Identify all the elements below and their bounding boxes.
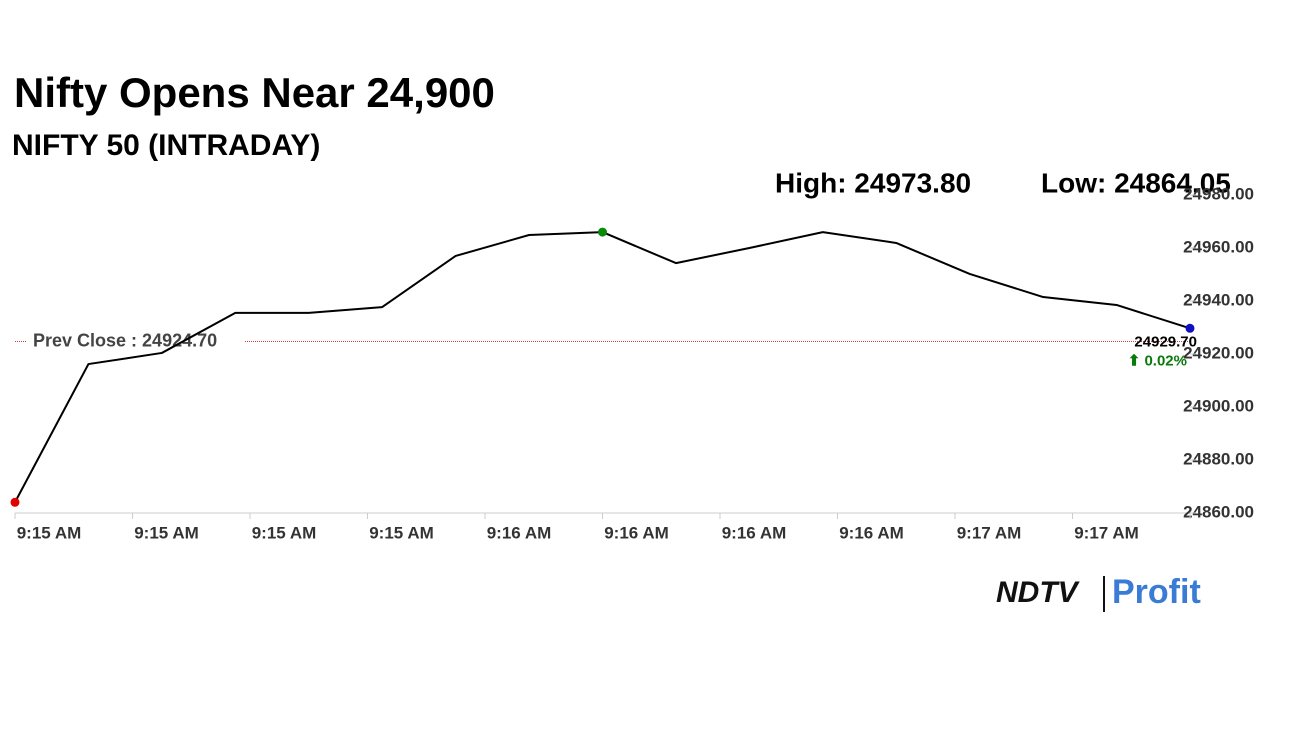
y-tick-label: 24940.00 xyxy=(1183,290,1254,309)
start-marker xyxy=(10,497,20,507)
last-price-label: 24929.70 xyxy=(1134,333,1197,350)
logo-ndtv: NDTV xyxy=(996,576,1081,609)
low-text: Low: 24864.05 xyxy=(1041,167,1231,198)
chart-title: Nifty Opens Near 24,900 xyxy=(14,69,495,116)
y-tick-label: 24860.00 xyxy=(1183,502,1254,521)
x-tick-label: 9:16 AM xyxy=(839,523,904,542)
x-tick-label: 9:16 AM xyxy=(604,523,669,542)
high-text: High: 24973.80 xyxy=(775,167,971,198)
x-tick-label: 9:15 AM xyxy=(17,523,82,542)
x-tick-label: 9:16 AM xyxy=(487,523,552,542)
y-tick-label: 24900.00 xyxy=(1183,396,1254,415)
x-tick-label: 9:15 AM xyxy=(252,523,317,542)
y-tick-label: 24960.00 xyxy=(1183,237,1254,256)
y-tick-label: 24880.00 xyxy=(1183,449,1254,468)
prev-close-label: Prev Close : 24924.70 xyxy=(33,330,217,350)
high-marker xyxy=(598,227,607,237)
x-tick-label: 9:17 AM xyxy=(957,523,1022,542)
x-tick-label: 9:15 AM xyxy=(134,523,199,542)
logo-profit: Profit xyxy=(1112,573,1201,611)
prev-close-label-bg xyxy=(26,329,244,354)
chart-subtitle: NIFTY 50 (INTRADAY) xyxy=(12,129,320,162)
y-tick-label: 24920.00 xyxy=(1183,343,1254,362)
end-marker xyxy=(1185,323,1195,333)
x-tick-label: 9:15 AM xyxy=(369,523,434,542)
change-label: ⬆ 0.02% xyxy=(1128,352,1187,369)
x-tick-label: 9:17 AM xyxy=(1074,523,1139,542)
x-tick-label: 9:16 AM xyxy=(722,523,787,542)
y-tick-label: 24980.00 xyxy=(1183,184,1254,203)
